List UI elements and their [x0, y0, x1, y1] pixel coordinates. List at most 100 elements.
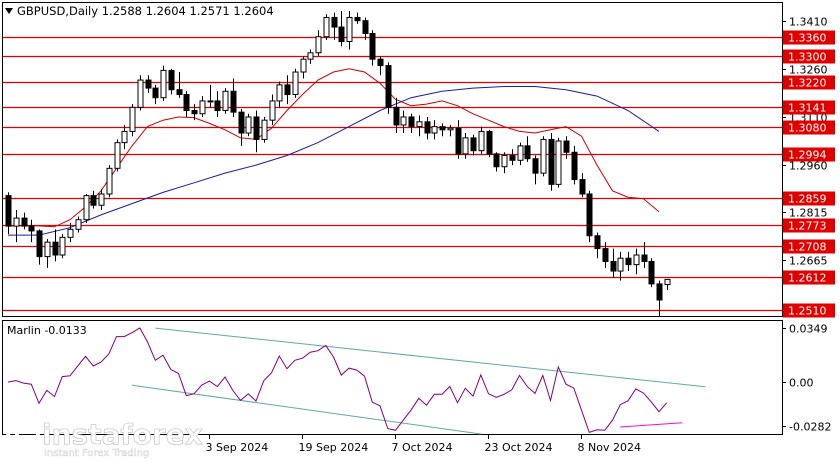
candle-body-down	[625, 257, 632, 266]
price-tick-label: 1.2815	[789, 207, 828, 220]
candle	[269, 94, 276, 125]
level-label: 1.3220	[788, 77, 827, 90]
level-label: 1.2612	[788, 272, 827, 285]
candle-body-down	[176, 89, 183, 95]
candle-body-up	[13, 217, 20, 227]
candle	[563, 136, 570, 159]
candle	[385, 62, 392, 114]
candle-body-up	[346, 16, 353, 43]
level-label-box	[783, 239, 835, 254]
time-tick-label: 7 Oct 2024	[392, 441, 453, 454]
candle	[36, 229, 43, 265]
candle-body-up	[59, 236, 66, 256]
candle-body-down	[21, 217, 28, 227]
candle-body-up	[315, 36, 322, 54]
candle-body-up	[98, 193, 105, 206]
indicator-lines	[7, 327, 706, 435]
level-labels: 1.3360 1.3300 1.3220 1.3141 1.3080 1.2994 1.28…	[783, 30, 835, 318]
candle	[222, 88, 229, 114]
candle	[478, 126, 485, 154]
candle-body-down	[362, 20, 369, 34]
candle-body-up	[75, 219, 82, 230]
level-label-box	[783, 303, 835, 318]
candle-body-down	[408, 116, 415, 128]
candle	[129, 104, 136, 137]
indicator-line	[7, 327, 668, 434]
candle-body-down	[571, 151, 578, 181]
candle-body-up	[245, 116, 252, 134]
candle-body-down	[230, 90, 237, 113]
candle-body-down	[238, 111, 245, 134]
candle	[106, 165, 113, 198]
candle-body-up	[261, 119, 268, 140]
candle	[625, 251, 632, 272]
candle	[121, 124, 128, 150]
logo-tagline: Instant Forex Trading	[44, 448, 149, 459]
candle	[501, 152, 508, 174]
level-label-box	[783, 75, 835, 90]
indicator-label: Marlin -0.0133	[7, 324, 87, 337]
candle-body-down	[493, 153, 500, 168]
candle	[362, 17, 369, 40]
candle	[455, 120, 462, 159]
candle	[284, 75, 291, 105]
indicator-channel-upper	[155, 327, 706, 388]
candle-body-up	[44, 241, 51, 258]
level-label-box	[783, 191, 835, 206]
candle-body-down	[509, 154, 516, 161]
level-label-box	[783, 120, 835, 135]
level-label-box	[783, 30, 835, 45]
candle-body-down	[424, 121, 431, 134]
candle	[571, 145, 578, 185]
candle	[44, 238, 51, 268]
price-tick-label: 1.2960	[789, 160, 828, 173]
candle-body-up	[207, 100, 214, 103]
logo-mark-icon	[6, 416, 40, 450]
candle-body-up	[269, 100, 276, 121]
candle-body-down	[594, 235, 601, 250]
indicator-plot-frame	[2, 320, 783, 435]
candle	[346, 11, 353, 50]
candle-body-up	[478, 130, 485, 152]
candle-body-down	[524, 145, 531, 160]
indicator-channel-lower	[131, 384, 481, 435]
candle-body-up	[67, 228, 74, 238]
candle	[462, 133, 469, 159]
candle	[21, 212, 28, 230]
candle	[323, 14, 330, 40]
candle	[594, 232, 601, 259]
candle-body-down	[641, 254, 648, 262]
level-label: 1.2859	[788, 193, 827, 206]
level-label-box	[783, 100, 835, 115]
price-tick-label: 1.3260	[789, 64, 828, 77]
candle	[486, 129, 493, 158]
candle-body-down	[377, 58, 384, 67]
candle-body-up	[617, 257, 624, 272]
candle	[354, 12, 361, 24]
level-label-box	[783, 218, 835, 233]
candle	[307, 49, 314, 64]
candle-body-down	[152, 87, 159, 99]
time-tick-label: 19 Sep 2024	[299, 441, 369, 454]
candle	[90, 190, 97, 209]
candle-body-down	[470, 137, 477, 152]
indicator-tick-label: 0.00	[789, 377, 814, 390]
candle	[276, 81, 283, 108]
candle	[83, 194, 90, 223]
candle	[602, 242, 609, 268]
symbol-dropdown-icon[interactable]	[5, 8, 13, 14]
candle-body-down	[5, 195, 12, 227]
candle-body-down	[354, 16, 361, 22]
candle-body-down	[563, 140, 570, 153]
candle	[137, 75, 144, 111]
candle-body-up	[462, 137, 469, 155]
candle	[338, 11, 345, 47]
candle	[75, 216, 82, 233]
indicator-tick-label: -0.0282	[789, 421, 831, 434]
candle	[439, 123, 446, 137]
candle-body-down	[548, 138, 555, 185]
candle-body-up	[160, 69, 167, 99]
